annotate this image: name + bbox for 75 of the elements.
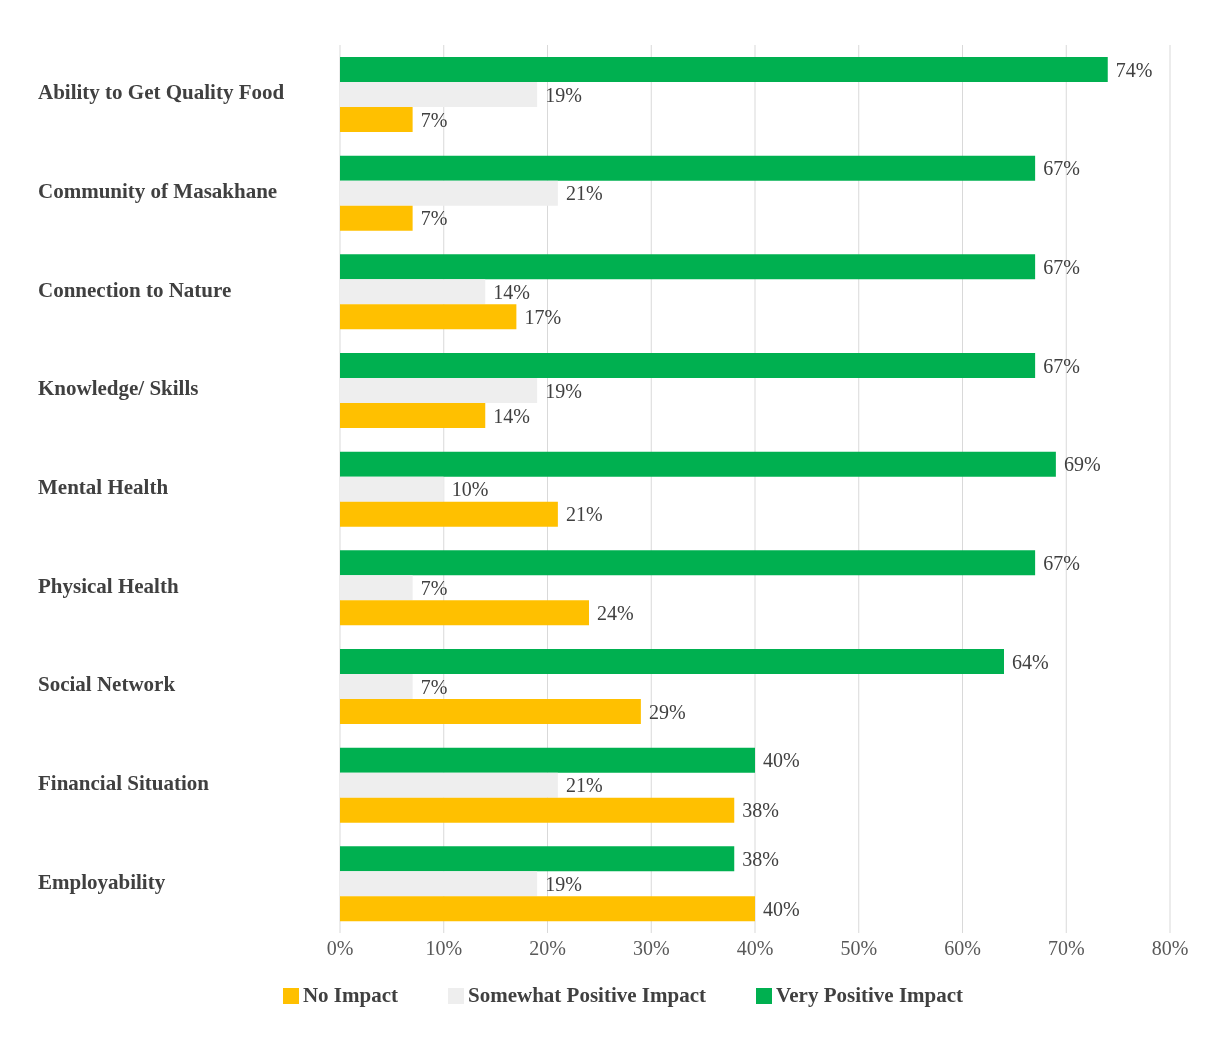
y-tick-label: Financial Situation <box>38 771 210 795</box>
data-label: 67% <box>1043 551 1080 574</box>
data-label: 19% <box>545 379 582 402</box>
legend-label: Very Positive Impact <box>776 983 964 1008</box>
bar <box>340 772 558 798</box>
bar <box>340 451 1056 477</box>
y-tick-label: Mental Health <box>38 475 169 499</box>
data-label: 38% <box>742 799 779 822</box>
data-label: 7% <box>420 675 448 698</box>
y-tick-label: Employability <box>38 869 166 894</box>
y-tick-label: Social Network <box>38 672 176 697</box>
bar <box>340 378 538 403</box>
bar <box>340 600 589 626</box>
x-tick-label: 70% <box>1047 937 1085 960</box>
x-tick-label: 50% <box>840 937 878 960</box>
data-label: 7% <box>420 207 448 230</box>
y-tick-label: Knowledge/ Skills <box>38 376 199 401</box>
data-label: 40% <box>763 897 800 920</box>
data-label: 74% <box>1115 58 1153 81</box>
bar <box>340 304 517 330</box>
bar <box>340 846 735 872</box>
y-tick-label: Connection to Nature <box>38 277 232 302</box>
bar <box>340 797 735 823</box>
data-label: 14% <box>493 280 530 303</box>
bar <box>340 575 413 601</box>
bar <box>340 403 486 428</box>
bar <box>340 476 444 502</box>
data-label: 19% <box>545 83 582 106</box>
data-label: 67% <box>1043 354 1080 377</box>
bar <box>340 205 413 231</box>
bar <box>340 82 538 107</box>
data-label: 14% <box>493 404 530 427</box>
bar <box>340 254 1036 280</box>
bar <box>340 871 538 897</box>
bar <box>340 57 1108 82</box>
y-tick-label: Community of Masakhane <box>38 179 278 203</box>
x-tick-label: 20% <box>529 937 566 960</box>
data-label: 21% <box>565 182 603 205</box>
x-tick-label: 80% <box>1151 937 1189 960</box>
bar <box>340 747 755 773</box>
data-label: 17% <box>524 305 562 328</box>
data-label: 7% <box>420 108 448 131</box>
bar <box>340 550 1036 576</box>
bar <box>340 279 486 305</box>
data-label: 40% <box>763 749 800 772</box>
data-label: 21% <box>565 503 603 526</box>
x-tick-label: 10% <box>425 937 463 960</box>
data-label: 24% <box>597 601 634 624</box>
bar <box>340 896 755 922</box>
data-label: 7% <box>420 576 448 599</box>
bar <box>340 649 1004 674</box>
legend-label: Somewhat Positive Impact <box>468 983 707 1008</box>
x-tick-label: 30% <box>632 937 670 960</box>
data-label: 67% <box>1043 157 1080 180</box>
x-tick-label: 0% <box>326 937 354 960</box>
x-tick-label: 60% <box>944 937 981 960</box>
bar <box>340 501 558 527</box>
bar <box>340 674 413 699</box>
data-label: 38% <box>742 847 779 870</box>
bar <box>340 107 413 132</box>
y-tick-label: Ability to Get Quality Food <box>38 80 285 105</box>
data-label: 64% <box>1012 650 1049 673</box>
data-label: 29% <box>648 700 686 723</box>
data-label: 67% <box>1043 255 1080 278</box>
data-label: 21% <box>565 774 603 797</box>
legend-label: No Impact <box>302 983 399 1008</box>
bar <box>340 180 558 206</box>
data-label: 69% <box>1063 453 1101 476</box>
y-tick-label: Physical Health <box>38 573 179 598</box>
data-label: 10% <box>451 478 489 501</box>
bar <box>340 155 1036 181</box>
x-tick-label: 40% <box>736 937 774 960</box>
data-label: 19% <box>545 872 582 895</box>
bar <box>340 699 641 724</box>
bar <box>340 353 1036 378</box>
